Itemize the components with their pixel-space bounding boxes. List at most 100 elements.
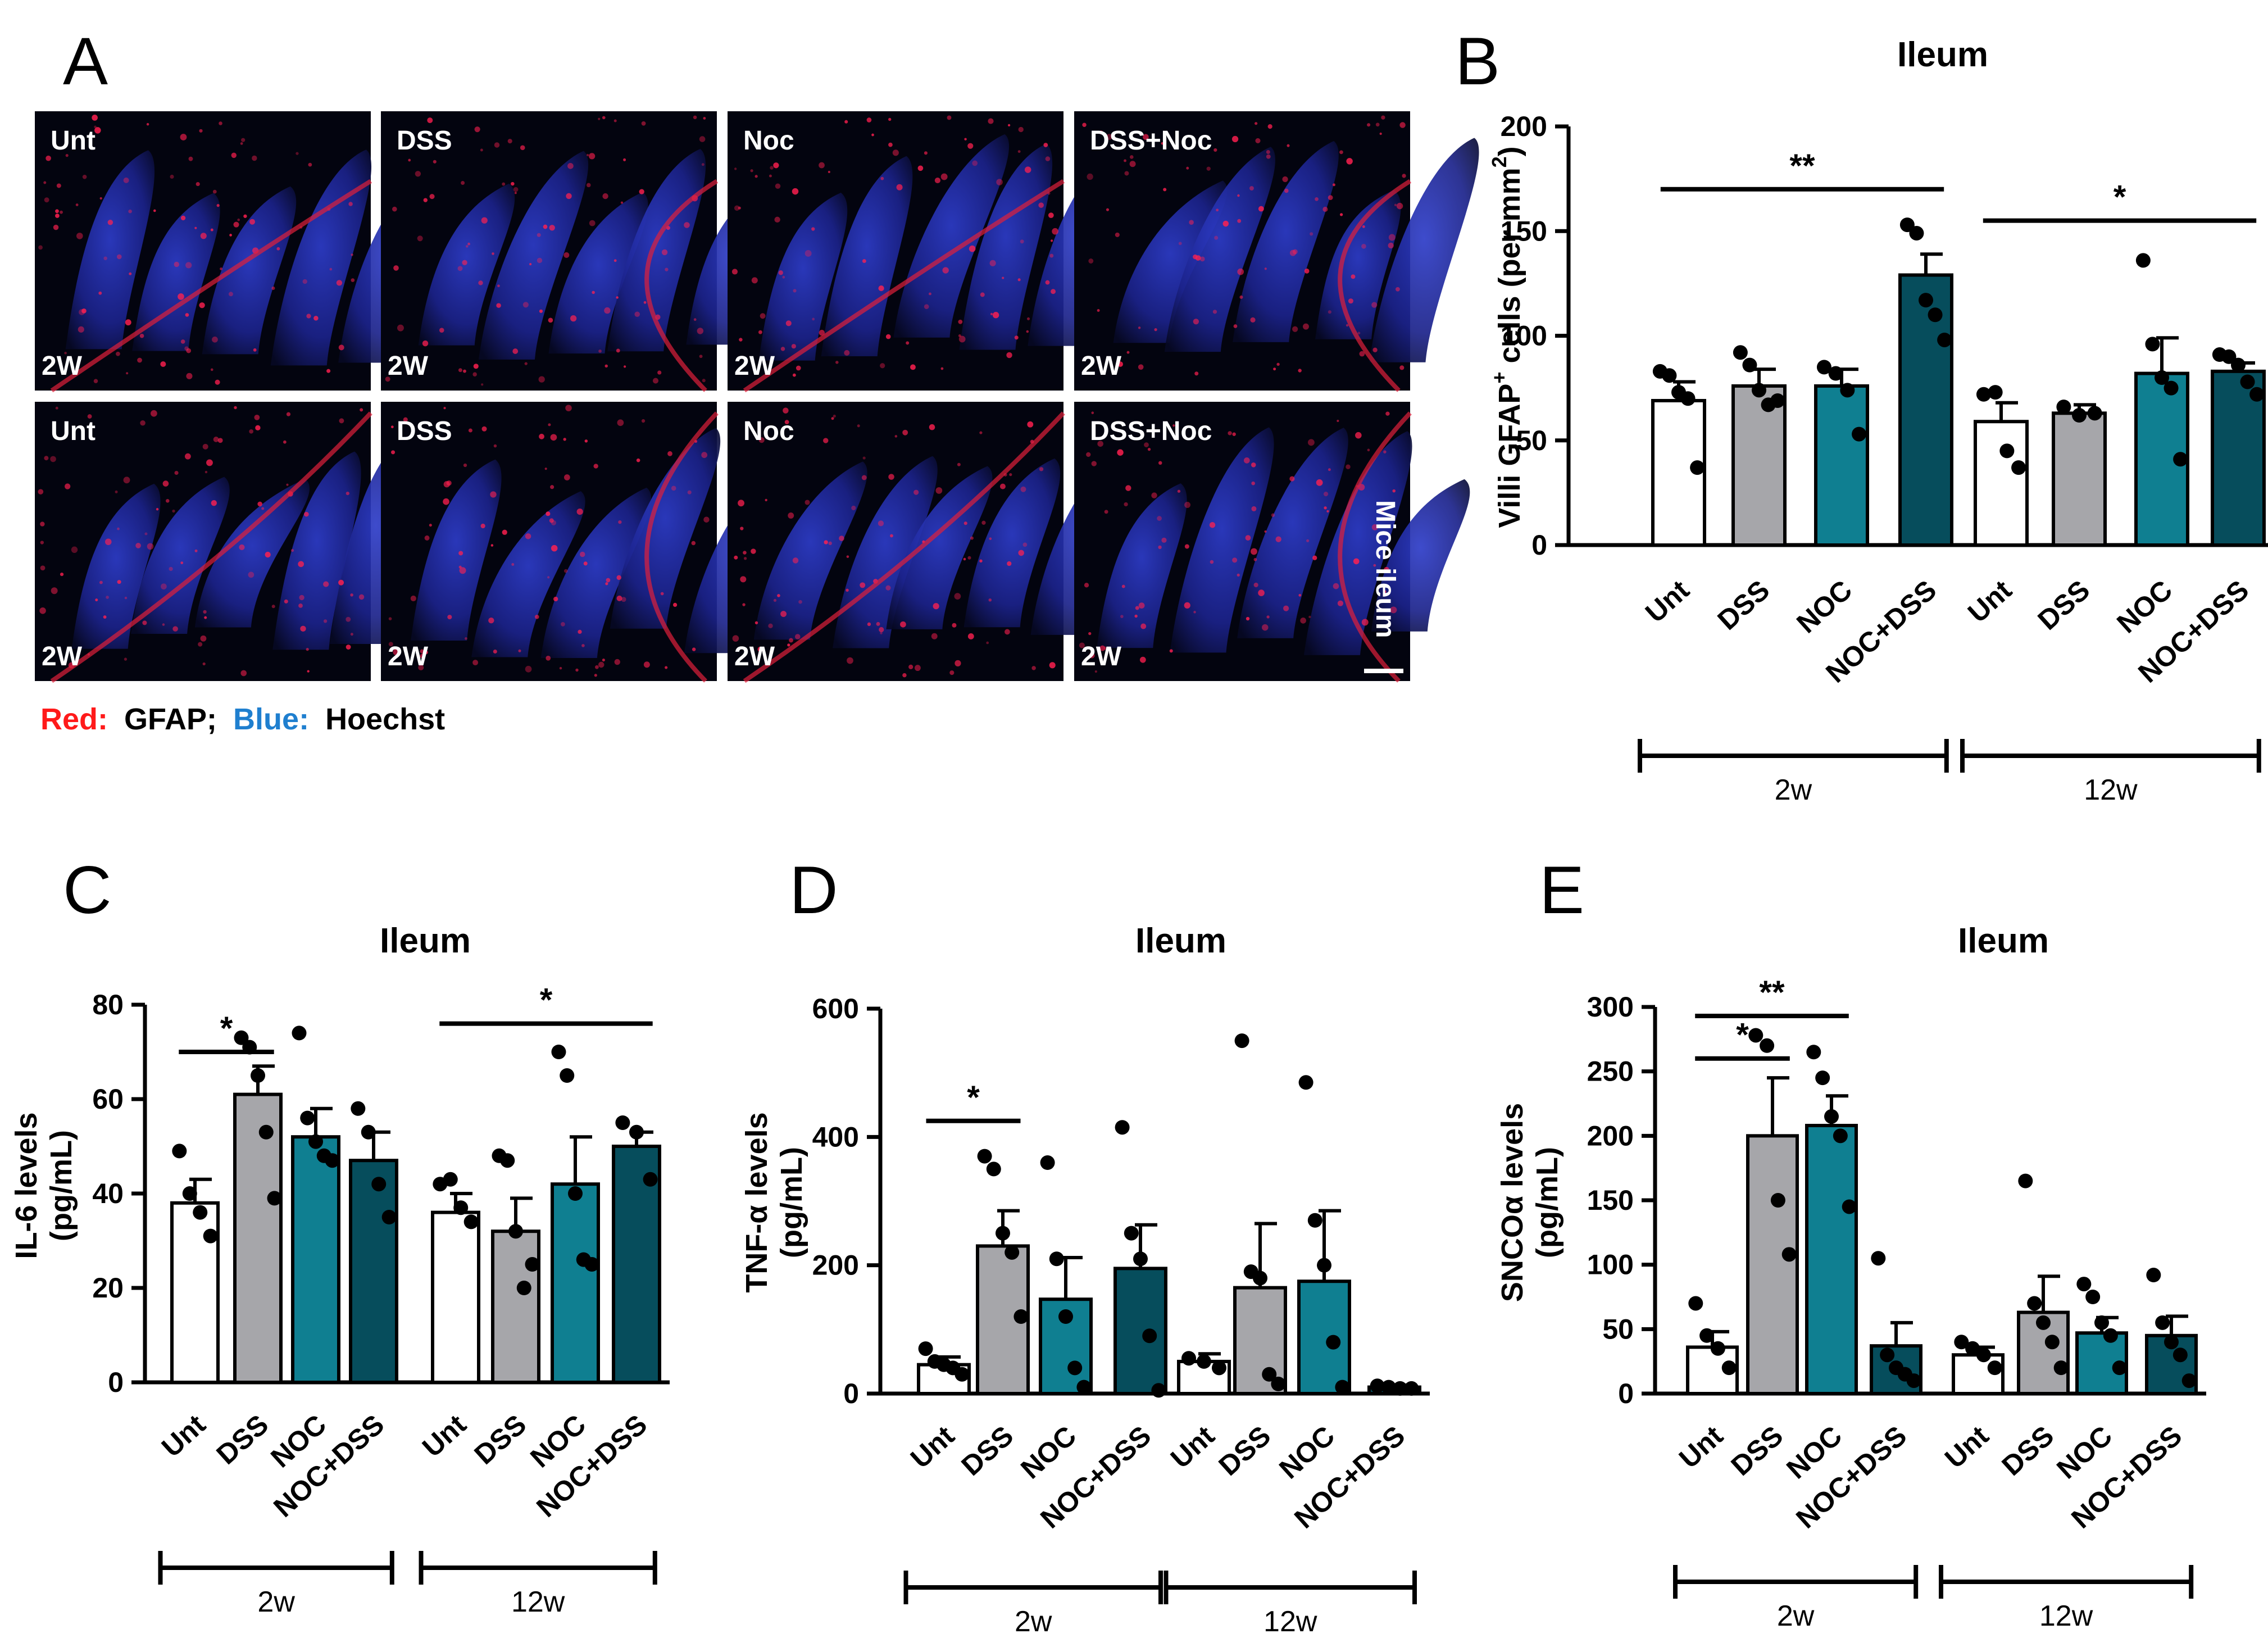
category-label: DSS: [955, 1420, 1019, 1482]
data-point: [560, 1068, 575, 1083]
data-point: [2181, 1373, 2197, 1389]
data-point: [2249, 387, 2265, 402]
micrograph-image: DSS 2W: [381, 402, 796, 683]
data-point: [1988, 385, 2003, 400]
data-point: [361, 1124, 376, 1140]
data-point: [1833, 1128, 1848, 1144]
y-axis-label: IL-6 levels(pg/mL): [10, 1112, 78, 1259]
panel-a-letter: A: [63, 24, 108, 99]
data-point: [371, 1177, 387, 1192]
y-tick-label: 100: [1587, 1249, 1634, 1281]
data-point: [918, 1341, 933, 1356]
data-point: [2072, 408, 2087, 423]
significance-label: **: [1759, 974, 1785, 1011]
data-point: [1271, 1376, 1286, 1391]
data-point: [2145, 337, 2160, 352]
data-point: [1262, 1367, 1277, 1382]
data-point: [1840, 383, 1855, 398]
data-point: [1298, 1075, 1313, 1090]
y-tick-label: 150: [1501, 215, 1547, 247]
data-point: [1680, 391, 1696, 406]
data-point: [508, 1224, 523, 1239]
data-point: [1404, 1381, 1419, 1396]
micrograph-time: 2W: [42, 351, 83, 381]
data-point: [1058, 1309, 1073, 1324]
panel-a: A Unt 2W DSS 2W Noc 2W DSS+Noc 2W Unt 2W DSS 2W Noc 2…: [35, 24, 1479, 736]
data-point: [2240, 374, 2255, 389]
group-label: 12w: [2084, 774, 2138, 806]
group-label: 12w: [511, 1586, 565, 1618]
micrograph-label: DSS: [397, 126, 452, 156]
micrograph-image: DSS+Noc 2W: [1074, 111, 1479, 392]
y-axis-label: Villi GFAP+ cells (per mm2): [1488, 146, 1526, 528]
data-point: [2155, 1315, 2170, 1330]
panel-letter: B: [1455, 24, 1500, 99]
micrograph-grid: Unt2WDSS2WNoc2WDSS+Noc2WUnt2WDSS2WNoc2WD…: [35, 111, 1479, 683]
data-point: [351, 1101, 366, 1116]
data-point: [1040, 1155, 1055, 1170]
bar: [233, 1092, 283, 1384]
data-point: [1721, 1360, 1737, 1376]
significance-label: *: [2114, 179, 2126, 216]
data-point: [182, 1186, 197, 1201]
y-tick-label: 100: [1501, 320, 1547, 352]
data-point: [325, 1153, 340, 1168]
chart-title: Ileum: [1135, 922, 1226, 960]
data-point: [986, 1161, 1001, 1177]
y-tick-label: 0: [108, 1367, 124, 1398]
data-point: [2155, 370, 2169, 385]
data-point: [2173, 452, 2188, 467]
data-point: [1133, 1251, 1148, 1267]
data-point: [1662, 368, 1677, 383]
data-point: [2094, 1315, 2109, 1330]
category-label: Unt: [905, 1419, 961, 1474]
micrograph-time: 2W: [734, 351, 775, 381]
bar: [1974, 420, 2029, 547]
data-point: [1954, 1335, 1969, 1350]
data-point: [1151, 1383, 1166, 1398]
group-label: 12w: [2039, 1600, 2093, 1632]
y-tick-label: 200: [812, 1250, 859, 1281]
bar: [1297, 1279, 1351, 1395]
data-point: [1781, 1247, 1797, 1262]
group-label: 12w: [1263, 1605, 1317, 1638]
category-label: Unt: [1939, 1419, 1995, 1474]
data-point: [2164, 380, 2179, 396]
data-point: [1317, 1258, 1331, 1273]
svg-text:Red: GFAP; Blu: Red: GFAP; Blue: Hoechst: [40, 702, 445, 736]
data-point: [1842, 1199, 1857, 1214]
micrograph-label: DSS: [397, 416, 452, 446]
bar: [1731, 384, 1787, 547]
data-point: [977, 1149, 992, 1164]
micrograph-image: Unt 2W: [35, 111, 441, 393]
data-point: [1976, 387, 1991, 402]
y-tick-label: 80: [92, 989, 124, 1020]
bar: [1113, 1267, 1167, 1395]
bar: [1746, 1134, 1799, 1396]
significance-label: *: [220, 1010, 233, 1047]
micrograph-label: DSS+Noc: [1090, 126, 1212, 156]
data-point: [172, 1144, 187, 1159]
data-point: [1197, 1354, 1211, 1369]
legend-blue-key: Blue:: [233, 702, 309, 736]
data-point: [2221, 349, 2237, 364]
micrograph-label: DSS+Noc: [1090, 416, 1212, 446]
data-point: [258, 1124, 274, 1140]
micrograph-image: DSS 2W: [381, 111, 778, 392]
data-point: [1919, 293, 1933, 308]
group-label: 2w: [257, 1586, 295, 1618]
category-label: DSS: [2031, 574, 2096, 636]
significance-label: **: [1789, 148, 1815, 184]
chart-title: Ileum: [380, 922, 471, 960]
group-label: 2w: [1775, 774, 1812, 806]
data-point: [1124, 1226, 1139, 1241]
data-point: [1909, 225, 1924, 241]
data-point: [1690, 460, 1705, 475]
data-point: [453, 1200, 469, 1215]
bar: [2052, 411, 2107, 547]
data-point: [2076, 1277, 2092, 1292]
category-label: DSS: [1711, 574, 1775, 636]
data-point: [203, 1228, 218, 1244]
data-point: [1742, 357, 1757, 373]
